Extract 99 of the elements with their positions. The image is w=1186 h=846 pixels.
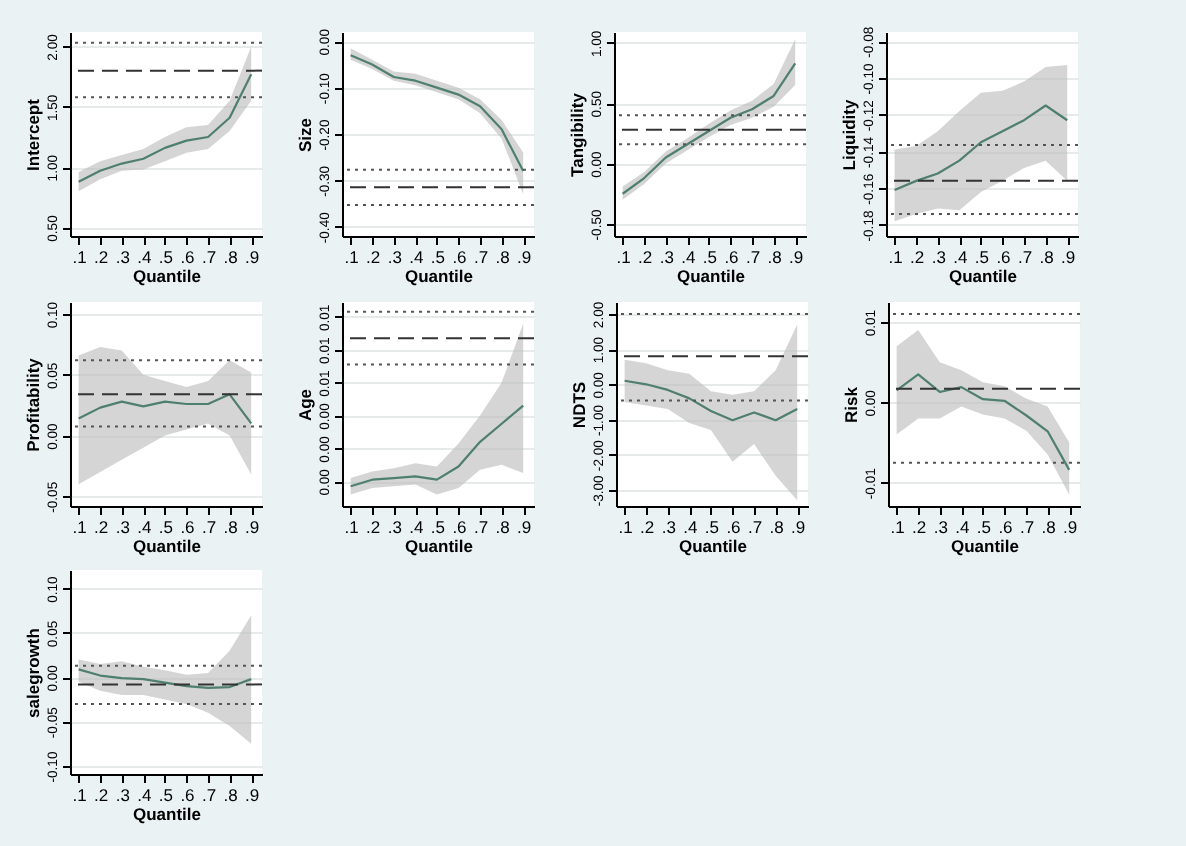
- x-tick-label: .2: [366, 247, 381, 267]
- x-tick-label: .7: [473, 247, 489, 267]
- x-tick-label: .6: [452, 247, 468, 267]
- x-tick-label: .3: [387, 517, 403, 537]
- x-axis-title: Quantile: [948, 266, 1018, 286]
- x-tick-label: .8: [767, 247, 783, 267]
- x-tick-label: .3: [931, 247, 947, 267]
- x-tick-label: .6: [726, 517, 742, 537]
- x-tick-label: .8: [495, 247, 511, 267]
- x-tick-label: .4: [137, 517, 152, 537]
- x-tick-label: .9: [245, 247, 260, 267]
- y-axis-title: Age: [295, 388, 315, 422]
- x-tick-label: .4: [137, 247, 152, 267]
- x-tick-label: .9: [1061, 247, 1076, 267]
- x-tick-label: .9: [245, 517, 260, 537]
- x-tick-label: .3: [659, 247, 675, 267]
- y-axis-title: Risk: [841, 386, 861, 423]
- x-tick-label: .4: [137, 785, 152, 805]
- x-tick-label: .6: [998, 517, 1014, 537]
- x-tick-label: .8: [223, 247, 239, 267]
- x-tick-label: .9: [789, 247, 804, 267]
- x-tick-label: .9: [517, 247, 532, 267]
- x-tick-label: .6: [180, 785, 196, 805]
- x-tick-label: .5: [430, 517, 446, 537]
- x-tick-label: .8: [1039, 247, 1055, 267]
- x-tick-label: .2: [910, 247, 925, 267]
- x-tick-label: .1: [618, 517, 634, 537]
- x-axis-title: Quantile: [132, 536, 202, 556]
- x-tick-label: .1: [72, 517, 88, 537]
- x-tick-label: .6: [724, 247, 740, 267]
- x-tick-label: .6: [180, 517, 196, 537]
- x-tick-label: .8: [1041, 517, 1057, 537]
- x-tick-label: .2: [94, 517, 109, 537]
- x-axis-title: Quantile: [404, 536, 474, 556]
- x-tick-label: .3: [115, 247, 131, 267]
- x-tick-label: .2: [638, 247, 653, 267]
- x-tick-label: .9: [791, 517, 806, 537]
- x-tick-label: .2: [640, 517, 655, 537]
- x-tick-label: .5: [704, 517, 720, 537]
- y-axis-title: Liquidity: [839, 99, 859, 171]
- x-tick-label: .8: [495, 517, 511, 537]
- x-tick-label: .1: [72, 785, 88, 805]
- x-tick-label: .5: [976, 517, 992, 537]
- x-tick-label: .1: [344, 517, 360, 537]
- y-axis-title: salegrowth: [23, 628, 43, 718]
- x-tick-label: .4: [409, 247, 424, 267]
- x-tick-label: .2: [366, 517, 381, 537]
- x-tick-label: .6: [452, 517, 468, 537]
- x-tick-label: .5: [702, 247, 718, 267]
- x-tick-label: .5: [158, 517, 174, 537]
- x-tick-label: .7: [1019, 517, 1035, 537]
- x-tick-label: .6: [996, 247, 1012, 267]
- x-tick-label: .1: [890, 517, 906, 537]
- x-tick-label: .4: [683, 517, 698, 537]
- x-tick-label: .9: [517, 517, 532, 537]
- x-tick-label: .1: [344, 247, 360, 267]
- x-tick-label: .8: [769, 517, 785, 537]
- x-tick-label: .5: [430, 247, 446, 267]
- x-tick-label: .1: [616, 247, 632, 267]
- y-axis-title: Tangibility: [567, 92, 587, 177]
- y-axis-title: NDTS: [569, 381, 589, 429]
- x-tick-label: .7: [745, 247, 761, 267]
- x-axis-title: Quantile: [132, 266, 202, 286]
- x-tick-label: .4: [409, 517, 424, 537]
- x-tick-label: .4: [953, 247, 968, 267]
- x-tick-label: .4: [681, 247, 696, 267]
- y-axis-title: Profitability: [23, 357, 43, 452]
- x-tick-label: .5: [158, 785, 174, 805]
- x-tick-label: .8: [223, 517, 239, 537]
- x-axis-title: Quantile: [950, 536, 1020, 556]
- x-axis-title: Quantile: [132, 804, 202, 824]
- x-axis-title: Quantile: [404, 266, 474, 286]
- x-tick-label: .2: [94, 247, 109, 267]
- x-axis-title: Quantile: [676, 266, 746, 286]
- x-tick-label: .7: [473, 517, 489, 537]
- x-tick-label: .9: [245, 785, 260, 805]
- x-tick-label: .5: [974, 247, 990, 267]
- x-tick-label: .6: [180, 247, 196, 267]
- x-tick-label: .3: [387, 247, 403, 267]
- x-tick-label: .3: [115, 517, 131, 537]
- x-tick-label: .9: [1063, 517, 1078, 537]
- x-tick-label: .2: [912, 517, 927, 537]
- x-tick-label: .3: [933, 517, 949, 537]
- y-axis-title: Intercept: [23, 98, 43, 171]
- x-tick-label: .7: [1017, 247, 1033, 267]
- x-tick-label: .3: [661, 517, 677, 537]
- y-axis-title: Size: [295, 117, 315, 153]
- x-tick-label: .1: [888, 247, 904, 267]
- x-tick-label: .8: [223, 785, 239, 805]
- x-tick-label: .7: [201, 517, 217, 537]
- x-tick-label: .2: [94, 785, 109, 805]
- x-tick-label: .4: [955, 517, 970, 537]
- x-tick-label: .7: [747, 517, 763, 537]
- x-tick-label: .7: [201, 247, 217, 267]
- x-axis-title: Quantile: [678, 536, 748, 556]
- x-tick-label: .7: [201, 785, 217, 805]
- x-tick-label: .5: [158, 247, 174, 267]
- x-tick-label: .3: [115, 785, 131, 805]
- x-tick-label: .1: [72, 247, 88, 267]
